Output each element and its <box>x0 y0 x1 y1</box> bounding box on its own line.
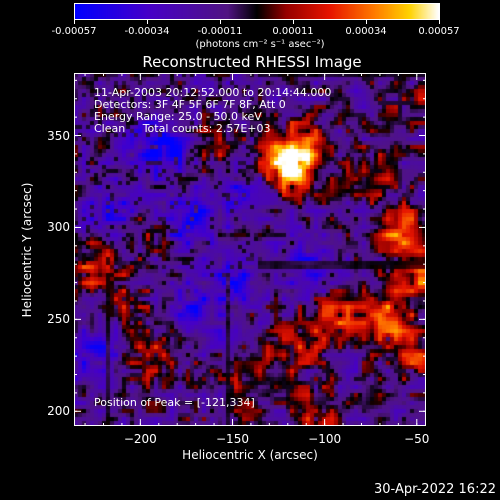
y-tick-label: 300 <box>47 220 70 235</box>
colorbar-tick-mark <box>220 19 221 24</box>
x-tick-label: −200 <box>123 432 157 446</box>
y-axis-label: Heliocentric Y (arcsec) <box>20 182 34 318</box>
y-tick-label: 350 <box>47 128 70 143</box>
y-tick-label: 200 <box>47 404 70 419</box>
x-tick-label: −50 <box>404 432 430 446</box>
annotation-energy-range: Energy Range: 25.0 - 50.0 keV <box>94 110 262 123</box>
colorbar-tick-mark <box>366 19 367 24</box>
chart-title: Reconstructed RHESSI Image <box>142 53 362 71</box>
y-tick-label: 250 <box>47 312 70 327</box>
colorbar-tick-mark <box>293 19 294 24</box>
heatmap-image <box>74 73 426 426</box>
colorbar-tick-mark <box>74 19 75 24</box>
colorbar-tick-label: -0.00057 <box>51 26 97 37</box>
peak-position-label: Position of Peak = [-121,334] <box>94 396 255 409</box>
annotation-detectors: Detectors: 3F 4F 5F 6F 7F 8F, Att 0 <box>94 98 286 111</box>
colorbar-tick-label: 0.00011 <box>272 26 314 37</box>
x-tick-label: −100 <box>308 432 342 446</box>
x-tick-label: −150 <box>216 432 249 446</box>
colorbar-tick-label: -0.00011 <box>197 26 243 37</box>
colorbar-tick-mark <box>439 19 440 24</box>
annotation-clean-counts: Clean Total counts: 2.57E+03 <box>94 122 271 135</box>
plot-area: 11-Apr-2003 20:12:52.000 to 20:14:44.000… <box>74 73 426 426</box>
colorbar-tick-label: 0.00034 <box>345 26 387 37</box>
colorbar-tick-mark <box>147 19 148 24</box>
colorbar-tick-label: -0.00034 <box>124 26 170 37</box>
x-axis-label: Heliocentric X (arcsec) <box>182 448 318 462</box>
colorbar-units: (photons cm⁻² s⁻¹ asec⁻²) <box>195 39 325 50</box>
colorbar <box>74 3 440 20</box>
colorbar-tick-label: 0.00057 <box>418 26 460 37</box>
annotation-time-range: 11-Apr-2003 20:12:52.000 to 20:14:44.000 <box>94 86 332 99</box>
timestamp: 30-Apr-2022 16:22 <box>374 482 496 497</box>
